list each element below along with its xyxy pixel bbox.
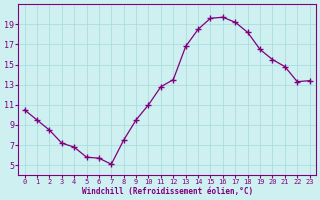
- X-axis label: Windchill (Refroidissement éolien,°C): Windchill (Refroidissement éolien,°C): [82, 187, 253, 196]
